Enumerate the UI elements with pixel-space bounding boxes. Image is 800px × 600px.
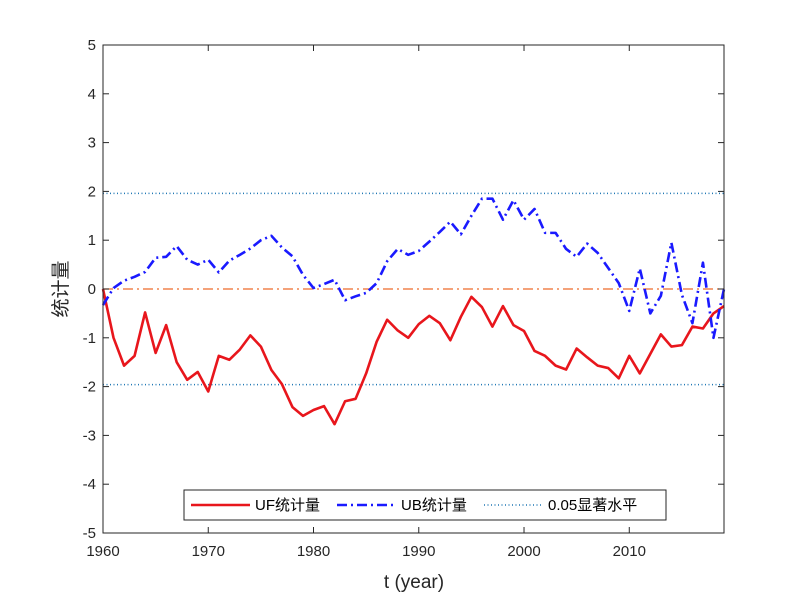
x-tick-label-1990: 1990 <box>402 543 435 560</box>
series-line-uf <box>101 288 725 426</box>
legend: UF统计量 UB统计量 0.05显著水平 <box>183 489 667 521</box>
x-tick-label-1960: 1960 <box>86 543 119 560</box>
y-tick-label-1: 1 <box>88 232 96 249</box>
legend-label-ub: UB统计量 <box>401 497 467 514</box>
y-tick-label-0: 0 <box>88 281 96 298</box>
y-tick-label-4: -4 <box>83 476 96 493</box>
y-tick-label-5: 5 <box>88 37 96 54</box>
y-tick-label-1: -1 <box>83 330 96 347</box>
y-tick-label-3: -3 <box>83 427 96 444</box>
legend-label-uf: UF统计量 <box>255 497 320 514</box>
y-axis-title: 统计量 <box>50 260 72 317</box>
axes <box>102 44 725 534</box>
x-tick-label-2000: 2000 <box>507 543 540 560</box>
series-line-ub <box>101 197 726 340</box>
legend-label-significance: 0.05显著水平 <box>548 497 637 514</box>
y-tick-label-2: -2 <box>83 379 96 396</box>
x-tick-label-1970: 1970 <box>192 543 225 560</box>
y-tick-label-3: 3 <box>88 135 96 152</box>
x-tick-label-2010: 2010 <box>613 543 646 560</box>
reference-lines <box>103 192 724 386</box>
y-tick-label-4: 4 <box>88 86 96 103</box>
y-tick-label-5: -5 <box>83 525 96 542</box>
y-tick-label-2: 2 <box>88 183 96 200</box>
legend-box <box>183 489 667 521</box>
tick-labels: 1960 1970 1980 1990 2000 2010 -5 -4 -3 -2 -1 0 1 2 3 4 5 <box>83 37 646 560</box>
x-tick-label-1980: 1980 <box>297 543 330 560</box>
x-axis-title: t (year) <box>384 572 444 593</box>
series-lines <box>101 197 726 426</box>
